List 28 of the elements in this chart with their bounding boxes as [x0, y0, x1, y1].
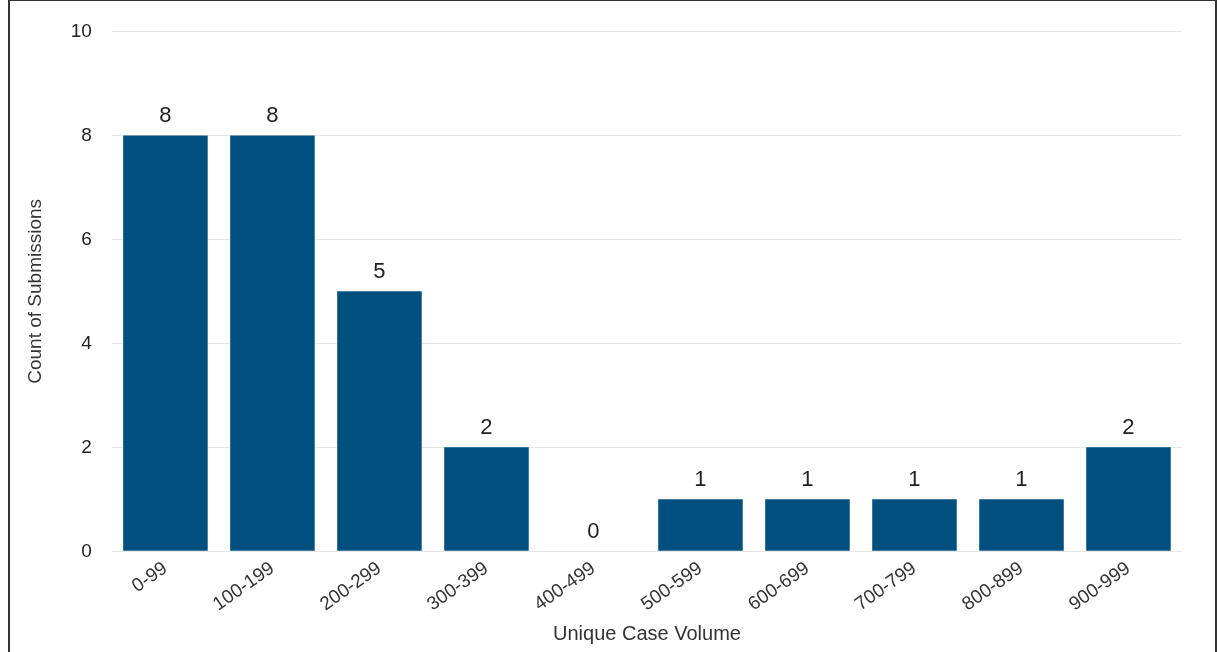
y-axis-title: Count of Submissions: [23, 198, 45, 384]
y-tick-label: 2: [81, 435, 92, 457]
y-tick-label: 4: [81, 331, 93, 353]
data-label: 0: [587, 518, 600, 544]
data-label: 8: [266, 102, 279, 128]
data-label: 8: [159, 102, 172, 128]
bar: [444, 447, 529, 551]
data-label: 1: [1015, 466, 1028, 492]
y-tick-label: 0: [81, 539, 92, 561]
x-tick-label: 0-99: [127, 557, 171, 597]
y-tick-label: 6: [81, 227, 92, 249]
bar: [337, 291, 422, 551]
data-label: 2: [1122, 414, 1135, 440]
data-label: 1: [801, 466, 814, 492]
x-axis-title: Unique Case Volume: [553, 621, 741, 644]
data-label: 1: [694, 466, 707, 492]
y-tick-label: 10: [70, 19, 92, 41]
bar: [872, 499, 957, 551]
data-label: 1: [908, 466, 921, 492]
bar: [230, 135, 315, 551]
data-label: 5: [373, 258, 386, 284]
bar: [658, 499, 743, 551]
bar: [1086, 447, 1171, 551]
bar: [765, 499, 850, 551]
data-label: 2: [480, 414, 493, 440]
y-tick-label: 8: [81, 123, 92, 145]
bar: [123, 135, 208, 551]
bar: [979, 499, 1064, 551]
